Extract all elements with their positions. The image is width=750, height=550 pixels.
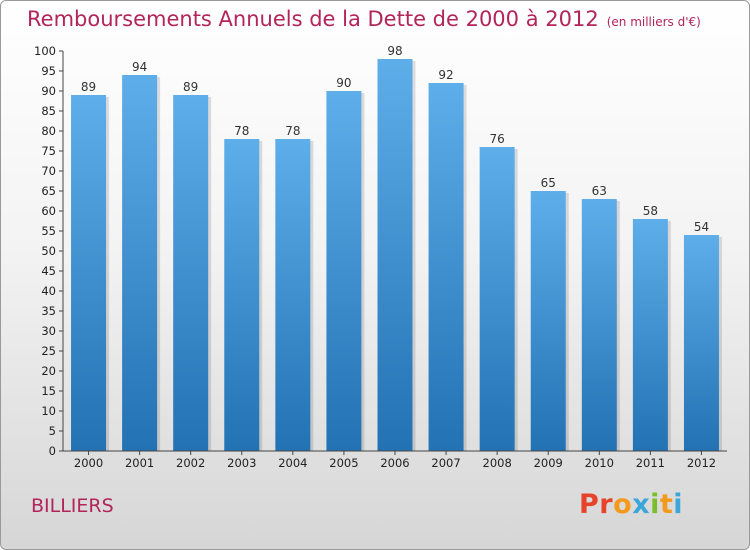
y-tick-label: 45 [41,264,56,278]
bar [377,59,413,451]
bar-value-label: 92 [438,68,453,82]
y-tick-label: 20 [41,364,56,378]
bars-group: 89 94 89 78 78 90 98 92 76 65 63 58 54 [71,44,722,451]
bar [326,91,362,451]
chart-title: Remboursements Annuels de la Dette de 20… [27,7,701,31]
y-tick-label: 35 [41,304,56,318]
bar [581,199,617,451]
y-tick-label: 90 [41,84,56,98]
bar [683,235,719,451]
y-tick-label: 80 [41,124,56,138]
logo-letter: r [599,489,614,520]
y-tick-label: 5 [49,424,56,438]
y-tick-label: 100 [34,44,56,58]
x-tick-label: 2009 [534,456,563,470]
bar [224,139,260,451]
axes-group: 2000 2001 2002 2003 2004 2005 2006 2007 2008 2009… [34,44,727,470]
x-tick-label: 2005 [329,456,358,470]
chart-title-text: Remboursements Annuels de la Dette de 20… [27,7,599,31]
bar-value-label: 54 [694,220,709,234]
bar-value-label: 90 [336,76,351,90]
x-tick-label: 2007 [431,456,460,470]
x-tick-label: 2004 [278,456,307,470]
x-tick-label: 2000 [74,456,103,470]
x-tick-label: 2001 [125,456,154,470]
x-tick-label: 2003 [227,456,256,470]
x-tick-label: 2010 [585,456,614,470]
y-tick-label: 85 [41,104,56,118]
bar [173,95,209,451]
y-tick-label: 75 [41,144,56,158]
chart-unit: (en milliers d'€) [606,15,701,29]
bar-value-label: 65 [541,176,556,190]
bar-value-label: 89 [183,80,198,94]
y-tick-label: 40 [41,284,56,298]
bar-value-label: 63 [592,184,607,198]
x-tick-label: 2011 [636,456,665,470]
logo-letter: t [659,489,674,520]
y-tick-label: 15 [41,384,56,398]
y-tick-label: 0 [49,444,56,458]
logo-letter: i [650,489,660,520]
y-tick-label: 95 [41,64,56,78]
bar [479,147,515,451]
bar-value-label: 76 [490,132,505,146]
y-tick-label: 60 [41,204,56,218]
logo-letter: x [632,489,651,520]
bar [71,95,107,451]
logo-letter: o [613,489,633,520]
x-tick-label: 2008 [483,456,512,470]
logo-letter: P [579,489,600,520]
y-tick-label: 55 [41,224,56,238]
commune-name: BILLIERS [31,495,114,517]
bar-value-label: 78 [285,124,300,138]
bar [530,191,566,451]
y-tick-label: 65 [41,184,56,198]
x-tick-label: 2012 [687,456,716,470]
bar-value-label: 98 [387,44,402,58]
bar-value-label: 94 [132,60,147,74]
y-tick-label: 70 [41,164,56,178]
logo-letter: i [673,489,684,520]
bar [122,75,158,451]
y-tick-label: 10 [41,404,56,418]
y-tick-label: 30 [41,324,56,338]
y-tick-label: 50 [41,244,56,258]
bar [428,83,464,451]
proxiti-logo[interactable]: Proxiti [579,489,683,520]
bar-value-label: 89 [81,80,96,94]
x-tick-label: 2002 [176,456,205,470]
bar [275,139,311,451]
bar [632,219,668,451]
bar-value-label: 58 [643,204,658,218]
y-tick-label: 25 [41,344,56,358]
bar-value-label: 78 [234,124,249,138]
x-tick-label: 2006 [380,456,409,470]
